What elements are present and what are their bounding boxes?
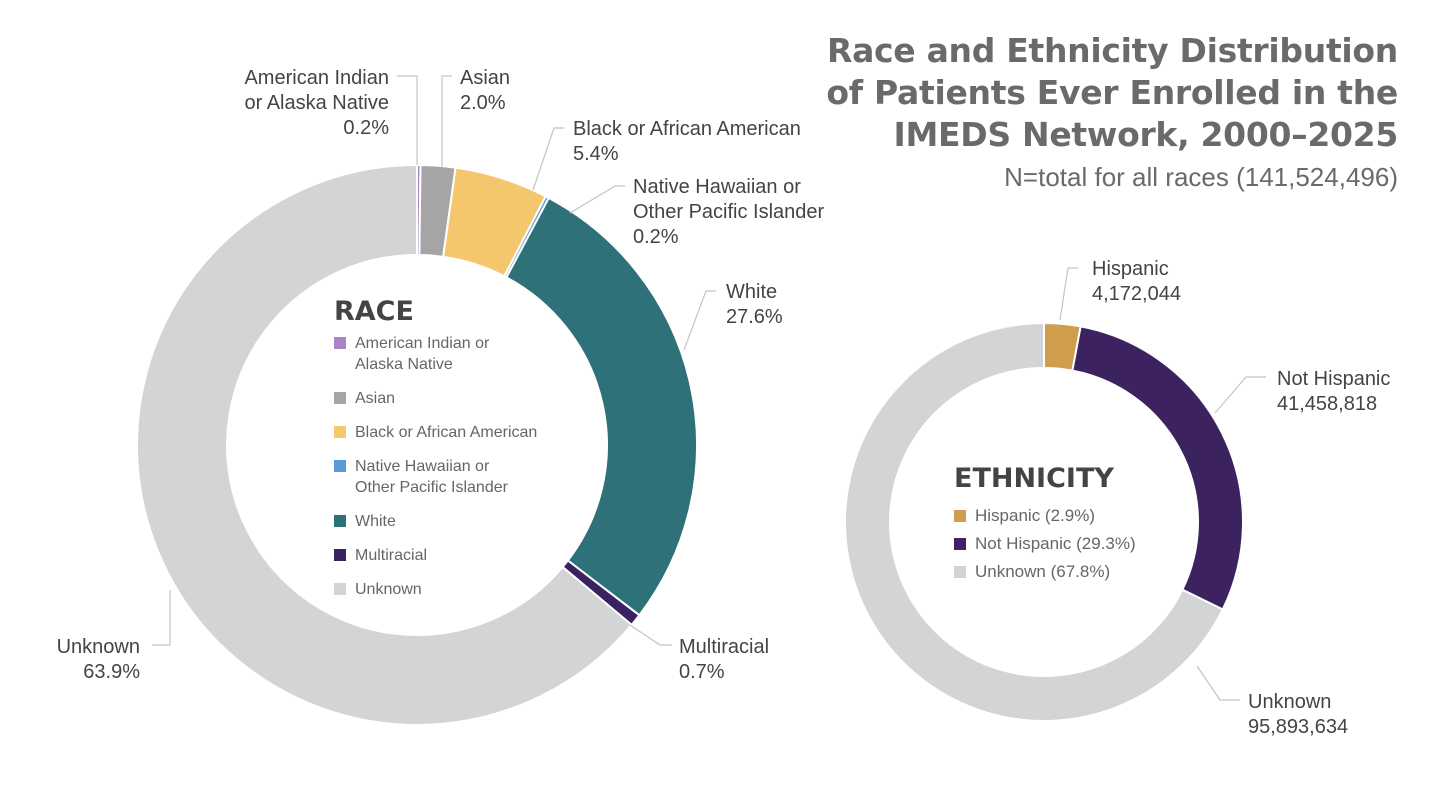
slice-unknown (844, 321, 1225, 722)
callout-label-black: Black or African American 5.4% (573, 118, 801, 165)
callout-label-native-hawaiian: Native Hawaiian or Other Pacific Islander… (633, 176, 825, 248)
chart-title-line: of Patients Ever Enrolled in the (826, 73, 1398, 112)
callout-label-not-hispanic: Not Hispanic 41,458,818 (1277, 368, 1390, 415)
legend-item-multiracial: Multiracial (355, 547, 427, 564)
chart-subtitle: N=total for all races (141,524,496) (1004, 162, 1398, 192)
legend-swatch-asian (334, 392, 346, 404)
callout-line (1214, 376, 1266, 414)
legend-item-american-indian-or-alaska-native: American Indian or Alaska Native (355, 335, 490, 373)
legend-swatch-unknown (334, 583, 346, 595)
callout-line (397, 75, 418, 165)
callout-label-unknown-eth: Unknown 95,893,634 (1248, 691, 1348, 738)
legend-swatch-native-hawaiian-or-other-pacific-islander (334, 460, 346, 472)
legend-swatch-white (334, 515, 346, 527)
legend-swatch-not-hispanic (954, 538, 966, 550)
legend-title: RACE (334, 296, 414, 327)
legend-item-native-hawaiian-or-other-pacific-islander: Native Hawaiian or Other Pacific Islander (355, 458, 509, 496)
callout-line (569, 185, 625, 214)
callout-line (532, 127, 564, 191)
callout-line (1196, 665, 1240, 701)
legend-swatch-hispanic (954, 510, 966, 522)
legend-item-white: White (355, 513, 396, 530)
callout-line (629, 624, 672, 646)
legend-item-black-or-african-american: Black or African American (355, 424, 537, 441)
chart-title-line: Race and Ethnicity Distribution (826, 31, 1398, 70)
ethnicity-donut-chart: ETHNICITY Hispanic (2.9%) Not Hispanic (29… (844, 258, 1390, 738)
legend-item-asian: Asian (355, 390, 395, 407)
callout-line (152, 590, 171, 646)
callout-label-hispanic: Hispanic 4,172,044 (1092, 258, 1181, 305)
legend-swatch-american-indian-or-alaska-native (334, 337, 346, 349)
callout-line (683, 290, 716, 351)
legend-swatch-multiracial (334, 549, 346, 561)
legend-swatch-unknown (954, 566, 966, 578)
legend-item-hispanic: Hispanic (2.9%) (975, 506, 1095, 525)
callout-label-white: White 27.6% (726, 281, 783, 328)
legend-item-unknown: Unknown (67.8%) (975, 562, 1110, 581)
slice-unknown (136, 163, 634, 726)
chart-title-block: Race and Ethnicity Distribution of Patie… (826, 30, 1398, 196)
legend-swatch-black-or-african-american (334, 426, 346, 438)
chart-title-line: IMEDS Network, 2000–2025 (893, 115, 1399, 154)
legend-item-not-hispanic: Not Hispanic (29.3%) (975, 534, 1136, 553)
callout-line (441, 75, 452, 167)
callout-label-asian: Asian 2.0% (460, 67, 510, 114)
callout-label-american-indian: American Indian or Alaska Native 0.2% (244, 67, 389, 139)
slice-white (505, 196, 698, 617)
legend-title: ETHNICITY (954, 463, 1114, 494)
callout-label-unknown: Unknown 63.9% (57, 636, 141, 683)
callout-line (1059, 267, 1078, 321)
callout-label-multiracial: Multiracial 0.7% (679, 636, 769, 683)
legend-item-unknown: Unknown (355, 581, 422, 598)
race-donut-chart: RACE American Indian or Alaska Native Asian… (57, 67, 825, 726)
